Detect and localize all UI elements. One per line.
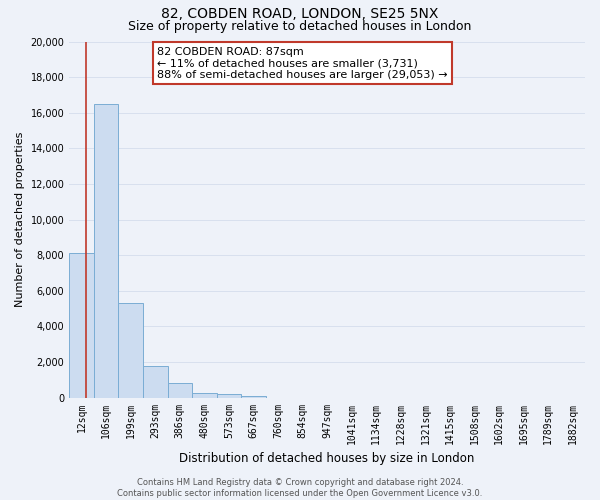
Text: 82, COBDEN ROAD, LONDON, SE25 5NX: 82, COBDEN ROAD, LONDON, SE25 5NX [161, 8, 439, 22]
Text: 82 COBDEN ROAD: 87sqm
← 11% of detached houses are smaller (3,731)
88% of semi-d: 82 COBDEN ROAD: 87sqm ← 11% of detached … [157, 47, 448, 80]
Text: Size of property relative to detached houses in London: Size of property relative to detached ho… [128, 20, 472, 33]
Bar [241, 396, 266, 398]
Bar [192, 392, 217, 398]
Bar [69, 254, 94, 398]
Bar [94, 104, 118, 398]
Bar [118, 304, 143, 398]
Y-axis label: Number of detached properties: Number of detached properties [15, 132, 25, 308]
Bar [143, 366, 167, 398]
X-axis label: Distribution of detached houses by size in London: Distribution of detached houses by size … [179, 452, 475, 465]
Text: Contains HM Land Registry data © Crown copyright and database right 2024.
Contai: Contains HM Land Registry data © Crown c… [118, 478, 482, 498]
Bar [217, 394, 241, 398]
Bar [167, 384, 192, 398]
